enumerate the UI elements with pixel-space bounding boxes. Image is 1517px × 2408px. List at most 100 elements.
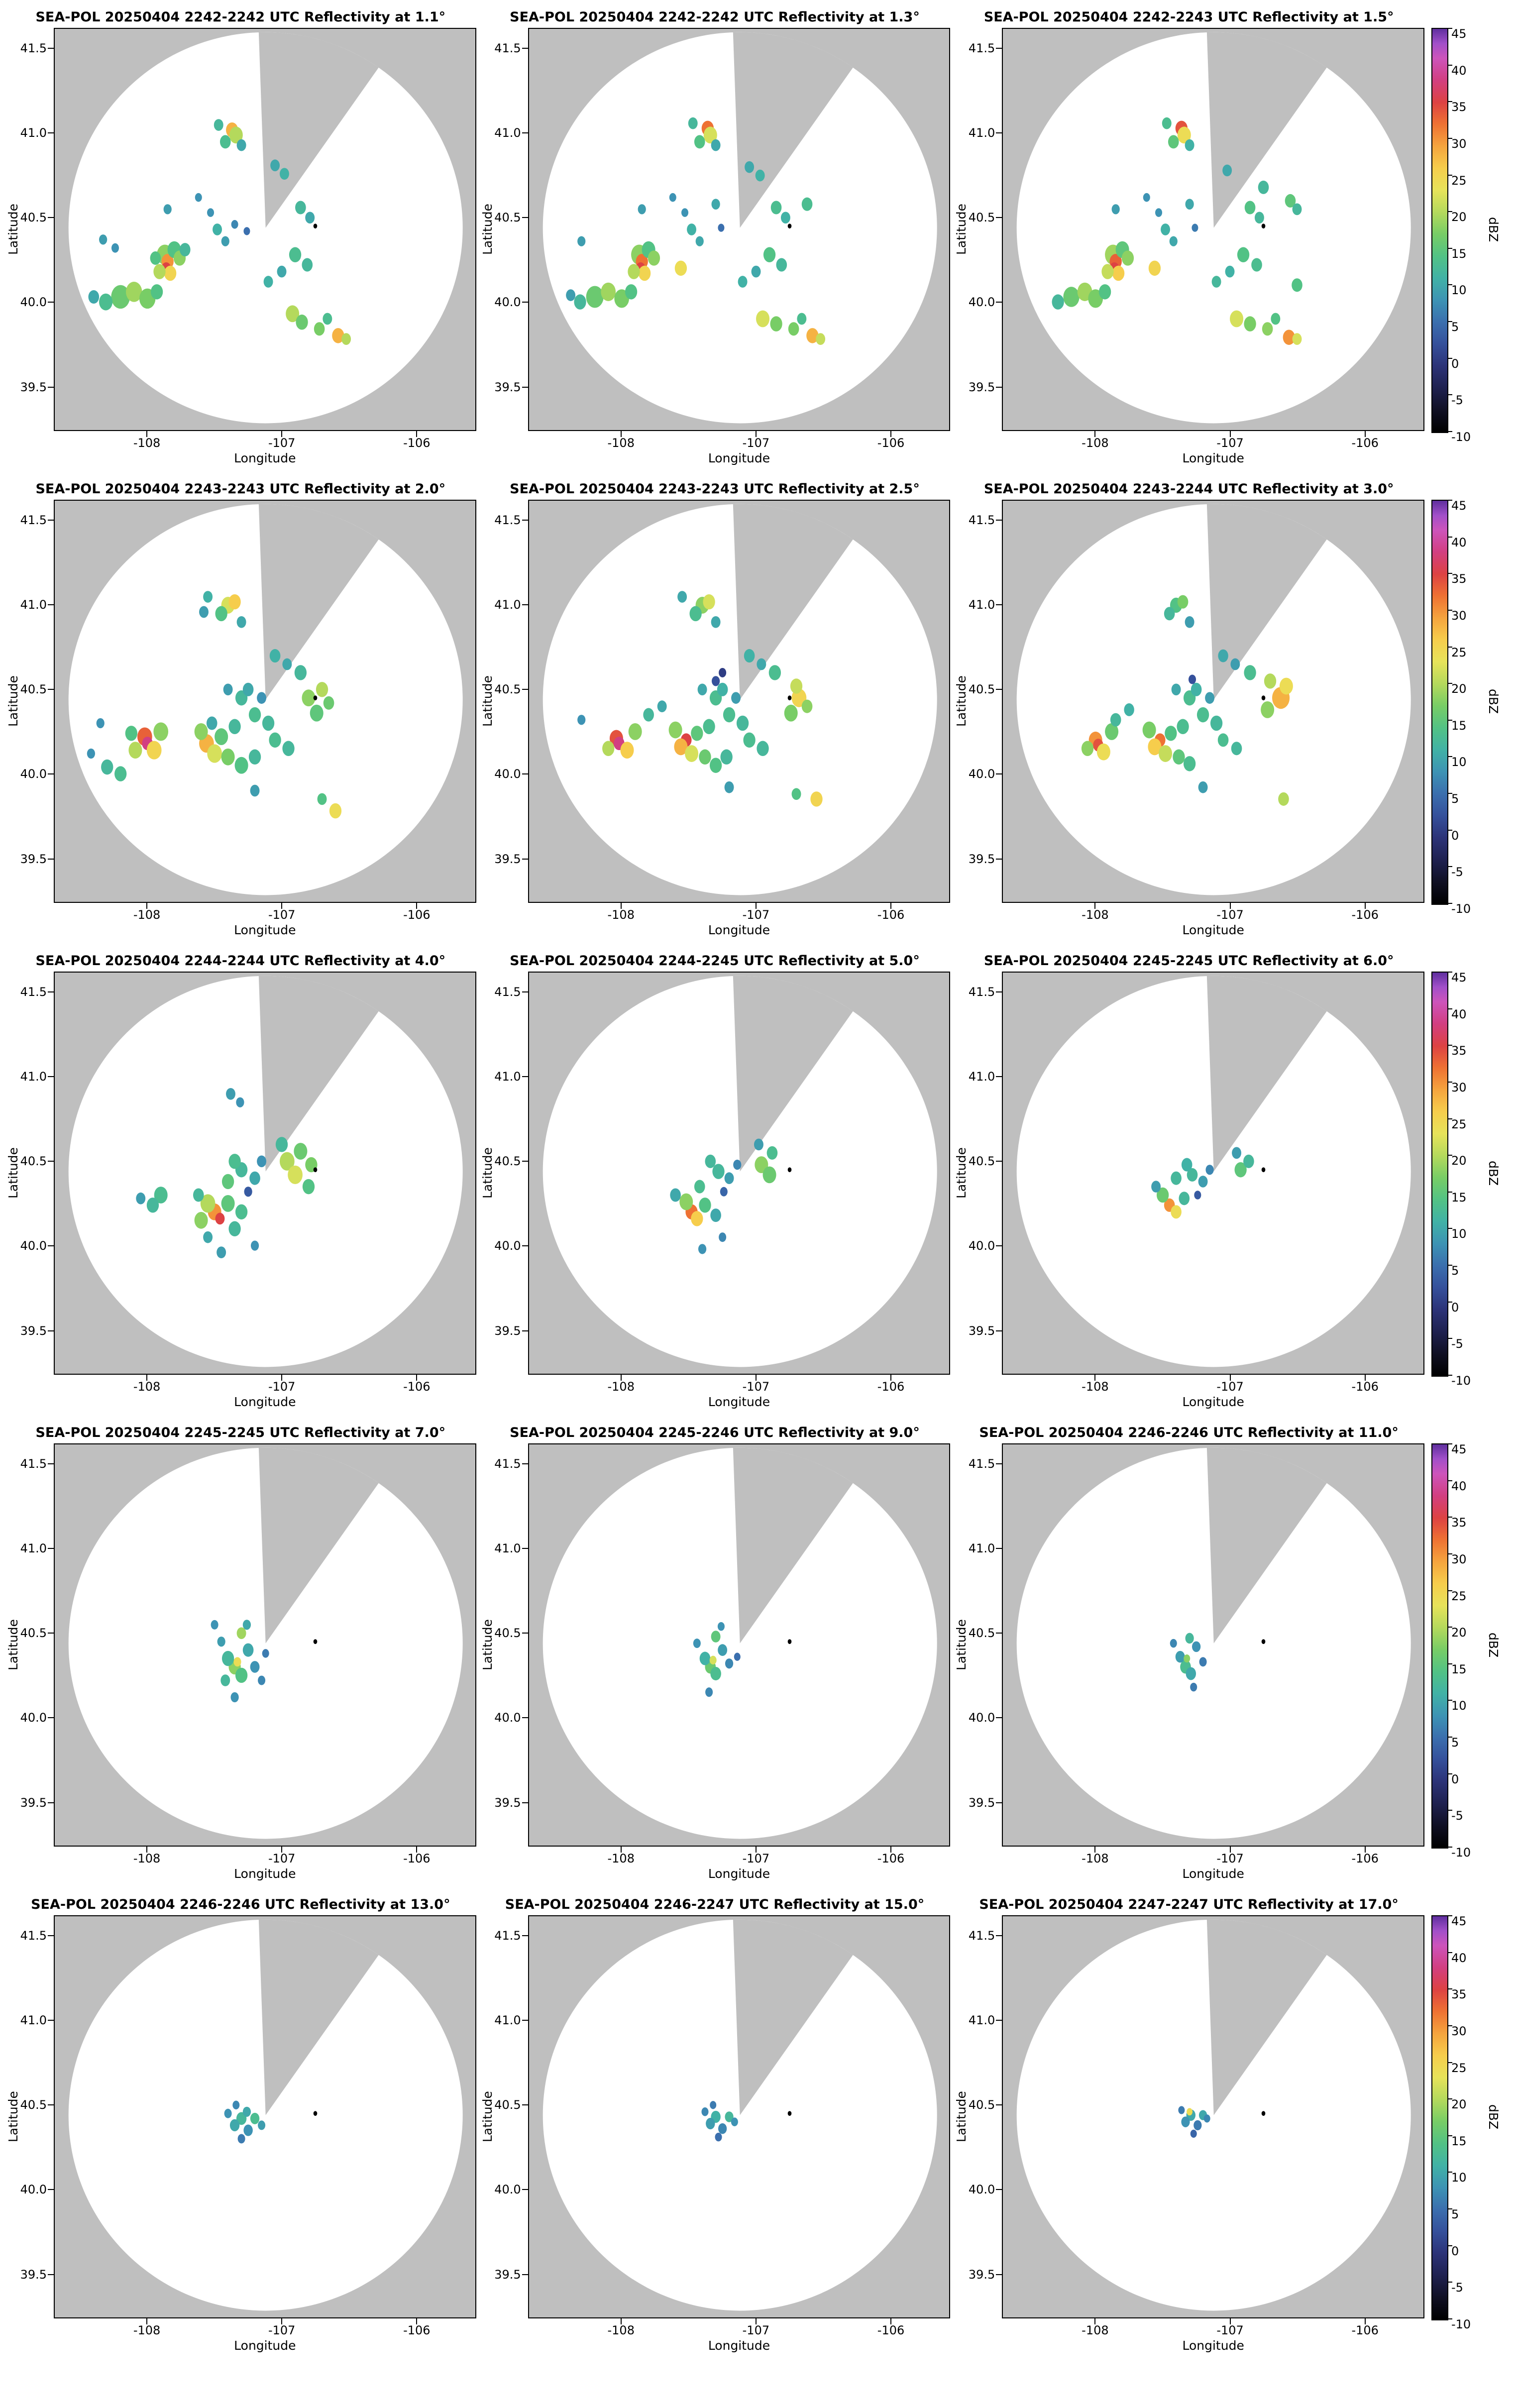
x-tick-mark — [1364, 2318, 1366, 2324]
echo-point — [1218, 733, 1229, 747]
y-tick-mark — [522, 217, 528, 219]
radar-panel: SEA-POL 20250404 2244-2244 UTC Reflectiv… — [5, 951, 476, 1410]
y-tick-label: 41.5 — [494, 985, 521, 999]
y-axis-label: Latitude — [6, 1619, 20, 1671]
x-tick-mark — [890, 1375, 892, 1381]
y-tick-label: 41.5 — [494, 1928, 521, 1943]
blocked-sector — [1207, 504, 1327, 700]
echo-point — [279, 1152, 295, 1171]
echo-point — [1171, 1205, 1182, 1219]
echo-point — [784, 704, 798, 722]
colorbar-tick-mark — [1447, 1915, 1452, 1916]
echo-point — [275, 1137, 288, 1152]
echo-point — [1162, 117, 1172, 129]
echo-point — [302, 689, 316, 707]
x-axis-label: Longitude — [1182, 2338, 1244, 2353]
echo-point — [1082, 741, 1094, 757]
echo-point — [703, 126, 717, 144]
y-axis-label: Latitude — [480, 1619, 495, 1671]
blocked-sector — [733, 976, 853, 1172]
echo-point — [577, 236, 586, 246]
y-tick-mark — [522, 1161, 528, 1162]
echo-point — [282, 741, 295, 757]
colorbar-tick-mark — [1447, 137, 1452, 139]
radar-panel: SEA-POL 20250404 2247-2247 UTC Reflectiv… — [953, 1894, 1424, 2353]
echo-point — [235, 1667, 248, 1683]
colorbar-tick-label: 5 — [1451, 2207, 1459, 2222]
y-tick-label: 40.5 — [968, 211, 995, 225]
echo-point — [1232, 1147, 1242, 1159]
colorbar-tick-mark — [1447, 2025, 1452, 2026]
echo-point — [126, 282, 142, 302]
echo-point — [1237, 247, 1250, 263]
x-tick-label: -106 — [403, 1380, 431, 1394]
y-tick-mark — [48, 1633, 54, 1634]
colorbar-tick-mark — [1447, 1045, 1452, 1046]
y-tick-mark — [522, 2274, 528, 2275]
echo-point — [243, 227, 250, 235]
colorbar-tick-label: 30 — [1451, 2024, 1467, 2038]
echo-point — [217, 1246, 226, 1259]
colorbar-tick-label: -10 — [1451, 1846, 1471, 1860]
echo-point — [681, 208, 688, 217]
radar-site-marker — [313, 695, 318, 701]
y-tick-label: 39.5 — [20, 2267, 47, 2282]
x-tick-label: -108 — [133, 436, 161, 450]
colorbar-tick-mark — [1447, 1988, 1452, 1990]
y-tick-mark — [522, 1802, 528, 1803]
echo-point — [601, 282, 616, 301]
colorbar-tick-mark — [1447, 719, 1452, 721]
echo-point — [316, 682, 328, 697]
panel-title: SEA-POL 20250404 2245-2245 UTC Reflectiv… — [983, 953, 1394, 969]
echo-point — [717, 682, 728, 696]
colorbar-tick-mark — [1447, 903, 1452, 904]
blocked-sector — [1207, 32, 1327, 228]
radar-coverage-circle — [68, 32, 463, 424]
echo-point — [250, 2112, 260, 2124]
echo-point — [731, 692, 741, 704]
y-tick-mark — [522, 1935, 528, 1936]
echo-point — [718, 223, 725, 232]
y-tick-mark — [996, 1330, 1002, 1331]
colorbar-tick-mark — [1447, 1443, 1452, 1444]
echo-point — [1187, 2108, 1193, 2116]
y-axis-label: Latitude — [480, 675, 495, 727]
x-tick-label: -107 — [1216, 908, 1244, 922]
echo-point — [705, 1154, 716, 1168]
echo-point — [1099, 284, 1111, 300]
x-tick-label: -106 — [403, 2323, 431, 2337]
echo-point — [743, 732, 756, 748]
colorbar: -10 -5 0 5 10 15 20 25 30 35 40 45 dBZ — [1427, 7, 1512, 466]
echo-point — [718, 1232, 726, 1242]
y-tick-mark — [996, 1548, 1002, 1549]
radar-panel: SEA-POL 20250404 2246-2247 UTC Reflectiv… — [479, 1894, 951, 2353]
colorbar-tick-mark — [1447, 866, 1452, 868]
echo-point — [215, 728, 228, 746]
colorbar-title: dBZ — [1486, 2104, 1501, 2130]
echo-point — [146, 741, 162, 760]
echo-point — [628, 723, 642, 740]
echo-point — [279, 168, 289, 180]
colorbar-tick-label: 35 — [1451, 1044, 1467, 1058]
radar-site-marker — [787, 1639, 791, 1644]
x-tick-label: -106 — [1351, 1380, 1379, 1394]
y-tick-mark — [996, 1463, 1002, 1464]
colorbar-tick-mark — [1447, 756, 1452, 758]
x-tick-mark — [1229, 1375, 1231, 1381]
x-tick-label: -107 — [268, 1852, 296, 1865]
echo-point — [668, 721, 682, 739]
x-tick-mark — [890, 903, 892, 909]
y-tick-mark — [522, 773, 528, 775]
echo-point — [229, 126, 243, 144]
echo-point — [690, 1211, 703, 1226]
colorbar-tick-mark — [1447, 1590, 1452, 1591]
panel-title: SEA-POL 20250404 2245-2246 UTC Reflectiv… — [510, 1425, 920, 1440]
echo-point — [648, 250, 660, 266]
y-tick-mark — [48, 1161, 54, 1162]
x-axis-label: Longitude — [234, 451, 296, 465]
y-tick-label: 41.5 — [494, 513, 521, 527]
x-axis-label: Longitude — [708, 2338, 770, 2353]
y-tick-label: 40.5 — [968, 2098, 995, 2112]
echo-point — [269, 732, 281, 748]
y-tick-mark — [48, 689, 54, 690]
